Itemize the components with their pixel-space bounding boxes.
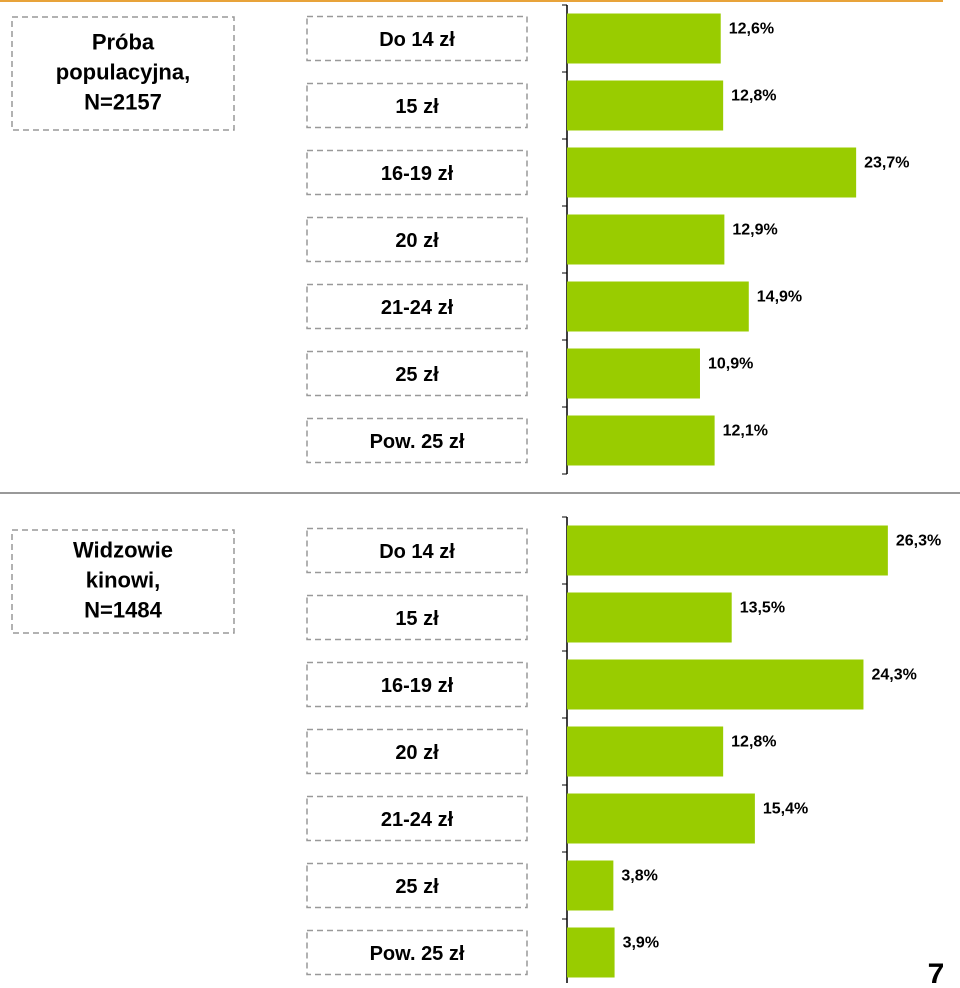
value-label: 24,3% [871,667,916,684]
bar [567,525,888,576]
value-label: 12,6% [729,21,774,38]
category-label: 25 zł [395,364,439,386]
value-label: 14,9% [757,289,802,306]
category-box [306,283,528,330]
category-label: Pow. 25 zł [370,431,465,453]
category-box [306,149,528,196]
bar [567,927,615,978]
group-label: N=1484 [84,597,162,622]
bar [567,415,715,466]
group-label: Próba [92,29,155,54]
group-label: N=2157 [84,89,162,114]
value-label: 15,4% [763,801,808,818]
bar [567,80,724,131]
value-label: 13,5% [740,600,785,617]
category-box [306,216,528,263]
category-box [306,350,528,397]
category-label: 16-19 zł [381,675,454,697]
value-label: 12,1% [723,423,768,440]
group-label: kinowi, [86,567,161,592]
bar [567,659,864,710]
category-label: 20 zł [395,742,439,764]
category-label: 21-24 zł [381,297,454,319]
category-box [306,15,528,62]
category-label: Do 14 zł [379,541,455,563]
group-box [11,529,235,634]
category-label: Pow. 25 zł [370,943,465,965]
category-label: 15 zł [395,96,439,118]
bar [567,592,732,643]
bar [567,860,614,911]
category-box [306,929,528,976]
bar [567,281,749,332]
category-box [306,417,528,464]
category-box [306,82,528,129]
value-label: 12,8% [731,88,776,105]
value-label: 10,9% [708,356,753,373]
page-number: 7 [928,958,945,983]
category-box [306,527,528,574]
value-label: 12,8% [731,734,776,751]
category-label: 25 zł [395,876,439,898]
group-label: populacyjna, [56,59,190,84]
value-label: 3,8% [621,868,657,885]
category-label: Do 14 zł [379,29,455,51]
bar [567,214,725,265]
category-label: 16-19 zł [381,163,454,185]
bar [567,348,700,399]
bar [567,13,721,64]
value-label: 26,3% [896,533,941,550]
group-box [11,16,235,131]
category-box [306,728,528,775]
category-box [306,661,528,708]
category-label: 20 zł [395,230,439,252]
bar [567,147,857,198]
value-label: 12,9% [732,222,777,239]
category-box [306,862,528,909]
category-box [306,795,528,842]
category-box [306,594,528,641]
category-label: 15 zł [395,608,439,630]
group-label: Widzowie [73,537,173,562]
category-label: 21-24 zł [381,809,454,831]
bar [567,793,755,844]
bar [567,726,724,777]
value-label: 3,9% [623,935,659,952]
value-label: 23,7% [864,155,909,172]
